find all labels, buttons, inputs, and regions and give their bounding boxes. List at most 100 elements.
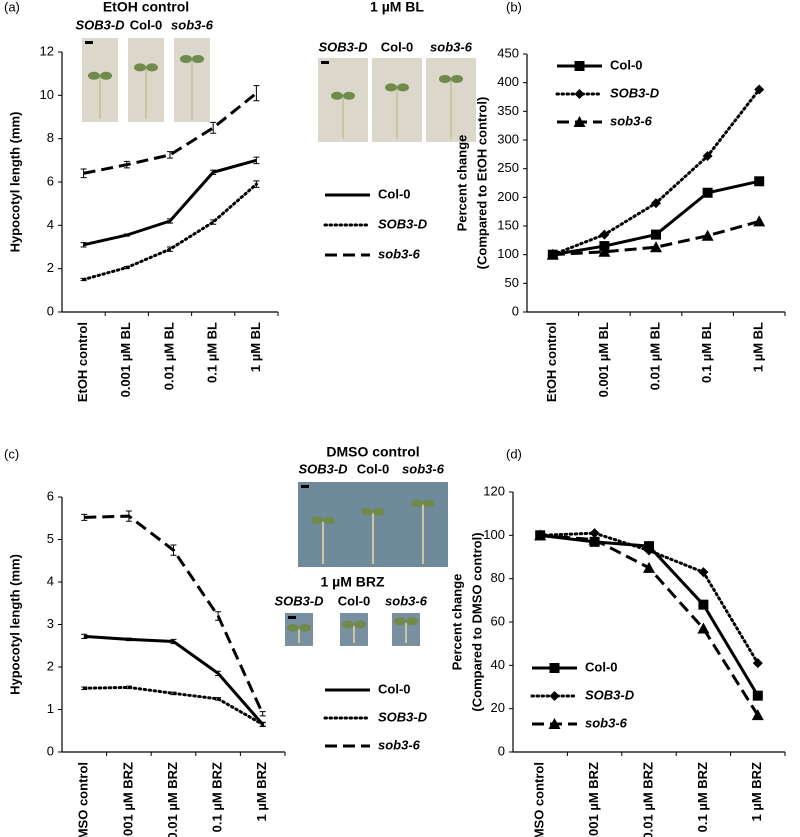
x-tick-label: 0.001 µM BL (596, 322, 611, 397)
chart-panel: (d) Percent change (Compared to DMSO contr… (449, 446, 786, 837)
seedling-leaf (361, 507, 373, 516)
x-tick-label: 1 µM BRZ (254, 762, 269, 822)
photo-label: Col-0 (381, 39, 414, 54)
photo-title: 1 µM BL (370, 0, 424, 15)
panel-label: (b) (506, 0, 522, 14)
seedling-leaf (394, 617, 406, 626)
y-tick-label: 12 (40, 43, 54, 58)
seedling-leaf (411, 499, 423, 508)
marker (753, 215, 766, 227)
x-tick-label: DMSO control (76, 762, 91, 837)
y-tick-label: 120 (483, 483, 505, 498)
y-axis-label: Percent change (454, 135, 469, 232)
y-tick-label: 4 (47, 217, 54, 232)
x-tick-label: EtOH control (544, 322, 559, 402)
photo-label: sob3-6 (171, 17, 214, 32)
legend-label: sob3-6 (378, 737, 421, 752)
y-tick-label: 200 (497, 189, 519, 204)
error-bar (170, 691, 177, 696)
error-bar (123, 233, 130, 237)
legend-label: SOB3-D (378, 216, 428, 231)
y-tick-label: 6 (47, 488, 54, 503)
marker (754, 176, 765, 187)
panel-label: (c) (4, 446, 19, 461)
panel-label: (d) (506, 446, 522, 461)
error-bar (170, 638, 177, 645)
error-bar (80, 277, 87, 282)
seedling-leaf (385, 83, 397, 92)
error-bar (125, 510, 132, 522)
marker (573, 116, 586, 127)
error-bar (253, 156, 260, 165)
y-tick-label: 20 (491, 700, 505, 715)
marker (702, 187, 713, 198)
seedling-leaf (311, 516, 323, 525)
seedling-leaf (343, 91, 355, 100)
y-tick-label: 1 (47, 701, 54, 716)
legend-label: sob3-6 (585, 715, 628, 730)
y-tick-label: 300 (497, 131, 519, 146)
scale-bar (321, 61, 329, 64)
seedling-leaf (423, 499, 435, 508)
marker (702, 151, 713, 162)
photo-label: Col-0 (357, 461, 390, 476)
marker (546, 248, 559, 260)
y-tick-label: 80 (491, 570, 505, 585)
seedling-leaf (100, 71, 112, 80)
y-tick-label: 0 (498, 743, 505, 758)
marker (574, 61, 585, 71)
seedling-leaf (439, 75, 451, 83)
marker (534, 529, 547, 541)
marker (651, 229, 661, 240)
y-tick-label: 10 (40, 87, 54, 102)
error-bar (81, 513, 88, 521)
seedling-leaf (342, 620, 354, 629)
y-tick-label: 400 (497, 74, 519, 89)
y-tick-label: 8 (47, 130, 54, 145)
y-tick-label: 250 (497, 160, 519, 175)
marker (651, 198, 661, 209)
error-bar (259, 722, 266, 727)
error-bar (215, 670, 222, 676)
scale-bar (288, 616, 296, 619)
data-line (540, 533, 760, 697)
x-tick-label: 0.01 µM BL (161, 322, 176, 390)
error-bar (253, 85, 260, 102)
y-tick-label: 0 (512, 303, 519, 318)
seedling-leaf (451, 75, 463, 83)
photo-label: SOB3-D (318, 39, 368, 54)
y-tick-label: 2 (47, 260, 54, 275)
y-tick-label: 100 (483, 527, 505, 542)
chart-panel: (b) Percent change (Compared to EtOH contr… (454, 0, 786, 402)
y-axis-label: Hypocotyl length (mm) (7, 112, 22, 253)
marker (643, 561, 655, 573)
error-bar (167, 246, 173, 252)
y-tick-label: 6 (47, 173, 54, 188)
x-tick-label: 1 µM BL (751, 322, 766, 372)
seedling-leaf (299, 623, 311, 632)
marker (574, 89, 585, 99)
x-tick-label: 0.1 µM BRZ (695, 762, 710, 832)
error-bar (210, 219, 217, 225)
x-tick-label: 0.1 µM BL (699, 322, 714, 383)
error-bar (167, 218, 173, 224)
legend-label: sob3-6 (378, 246, 421, 261)
error-bar (215, 611, 222, 621)
photo-label: Col-0 (338, 593, 371, 608)
error-bar (170, 544, 177, 556)
photo-title: DMSO control (326, 444, 419, 460)
error-bar (125, 685, 132, 690)
marker (548, 718, 561, 729)
y-tick-label: 3 (47, 616, 54, 631)
x-tick-label: EtOH control (75, 322, 90, 402)
y-tick-label: 0 (47, 743, 54, 758)
error-bar (125, 637, 132, 642)
seedling-leaf (406, 617, 418, 626)
seedling-leaf (323, 516, 335, 525)
y-tick-label: 450 (497, 45, 519, 60)
scale-bar (301, 485, 309, 488)
y-tick-label: 150 (497, 217, 519, 232)
y-tick-label: 50 (505, 275, 519, 290)
seedling-leaf (287, 623, 299, 632)
